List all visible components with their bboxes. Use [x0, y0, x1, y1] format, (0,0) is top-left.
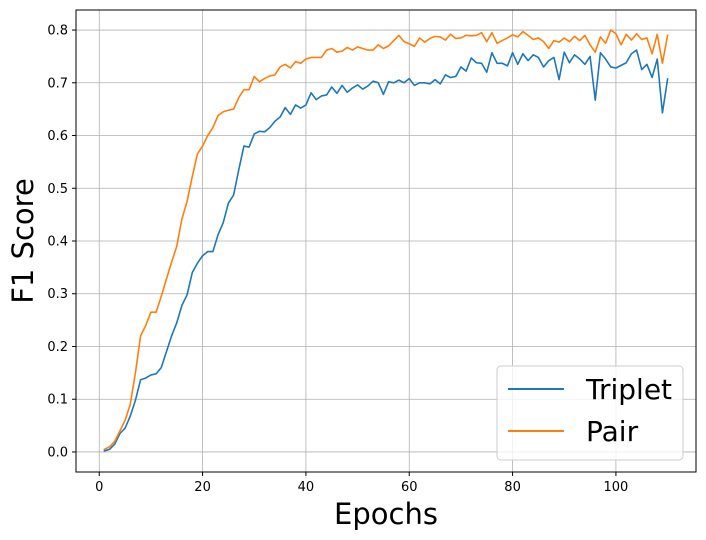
- y-tick-label: 0.5: [47, 182, 68, 197]
- y-tick-label: 0.0: [47, 445, 68, 460]
- x-tick-label: 60: [401, 480, 418, 495]
- y-tick-label: 0.3: [47, 287, 68, 302]
- y-tick-label: 0.8: [47, 24, 68, 39]
- legend: Triplet Pair: [496, 365, 684, 461]
- y-tick-label: 0.2: [47, 340, 68, 355]
- x-tick-label: 20: [194, 480, 211, 495]
- x-tick-label: 100: [604, 480, 629, 495]
- legend-label-triplet: Triplet: [585, 373, 672, 406]
- plot-lines: [103, 29, 669, 452]
- x-axis-title: Epochs: [334, 497, 438, 531]
- y-axis-title: F1 Score: [6, 178, 40, 304]
- series-line-pair: [103, 29, 669, 451]
- x-tick-label: 80: [504, 480, 521, 495]
- grid-lines: [76, 10, 696, 472]
- x-tick-label: 40: [298, 480, 315, 495]
- series-line-triplet: [103, 49, 669, 452]
- x-axis-ticks: 0 20 40 60 80 100: [95, 472, 628, 495]
- legend-label-pair: Pair: [586, 415, 639, 448]
- y-tick-label: 0.4: [47, 235, 68, 250]
- y-tick-label: 0.1: [47, 393, 68, 408]
- y-tick-label: 0.7: [47, 76, 68, 91]
- x-tick-label: 0: [95, 480, 103, 495]
- y-tick-label: 0.6: [47, 129, 68, 144]
- y-axis-ticks: 0.0 0.1 0.2 0.3 0.4 0.5 0.6 0.7 0.8: [47, 24, 76, 460]
